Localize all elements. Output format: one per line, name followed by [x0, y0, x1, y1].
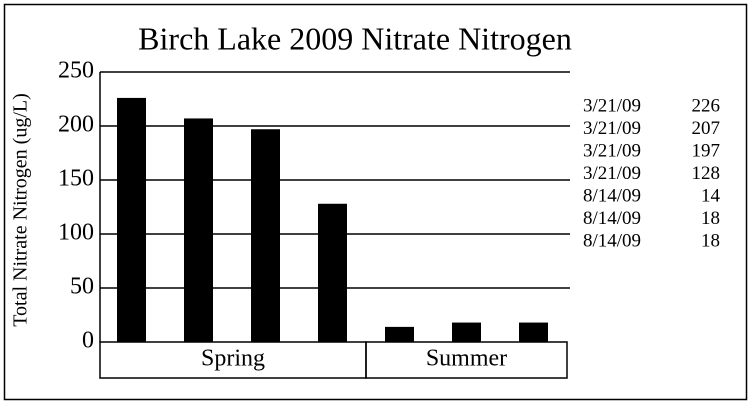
table-value: 18 — [701, 208, 720, 229]
table-date: 3/21/09 — [583, 140, 641, 161]
table-date: 8/14/09 — [583, 185, 641, 206]
bar — [318, 203, 347, 342]
bar — [452, 322, 481, 342]
table-value: 197 — [692, 140, 721, 161]
table-value: 18 — [701, 230, 720, 251]
group-label: Summer — [426, 346, 507, 372]
y-tick-label: 250 — [58, 58, 94, 84]
bar — [519, 322, 548, 342]
y-tick-label: 0 — [82, 328, 94, 354]
chart-title: Birch Lake 2009 Nitrate Nitrogen — [138, 20, 572, 56]
y-tick-label: 50 — [70, 274, 94, 300]
bar — [251, 129, 280, 342]
bar — [184, 118, 213, 342]
table-value: 226 — [692, 95, 721, 116]
table-date: 3/21/09 — [583, 95, 641, 116]
y-tick-label: 150 — [58, 166, 94, 192]
table-value: 207 — [692, 118, 721, 139]
y-tick-label: 200 — [58, 112, 94, 138]
bar — [385, 326, 414, 342]
table-value: 14 — [701, 185, 721, 206]
table-date: 3/21/09 — [583, 118, 641, 139]
y-tick-label: 100 — [58, 220, 94, 246]
table-date: 3/21/09 — [583, 163, 641, 184]
y-axis-label: Total Nitrate Nitrogen (ug/L) — [10, 93, 32, 327]
table-date: 8/14/09 — [583, 230, 641, 251]
frame — [3, 3, 748, 401]
bar — [117, 97, 146, 342]
table-value: 128 — [692, 163, 721, 184]
group-label: Spring — [201, 346, 265, 372]
table-date: 8/14/09 — [583, 208, 641, 229]
